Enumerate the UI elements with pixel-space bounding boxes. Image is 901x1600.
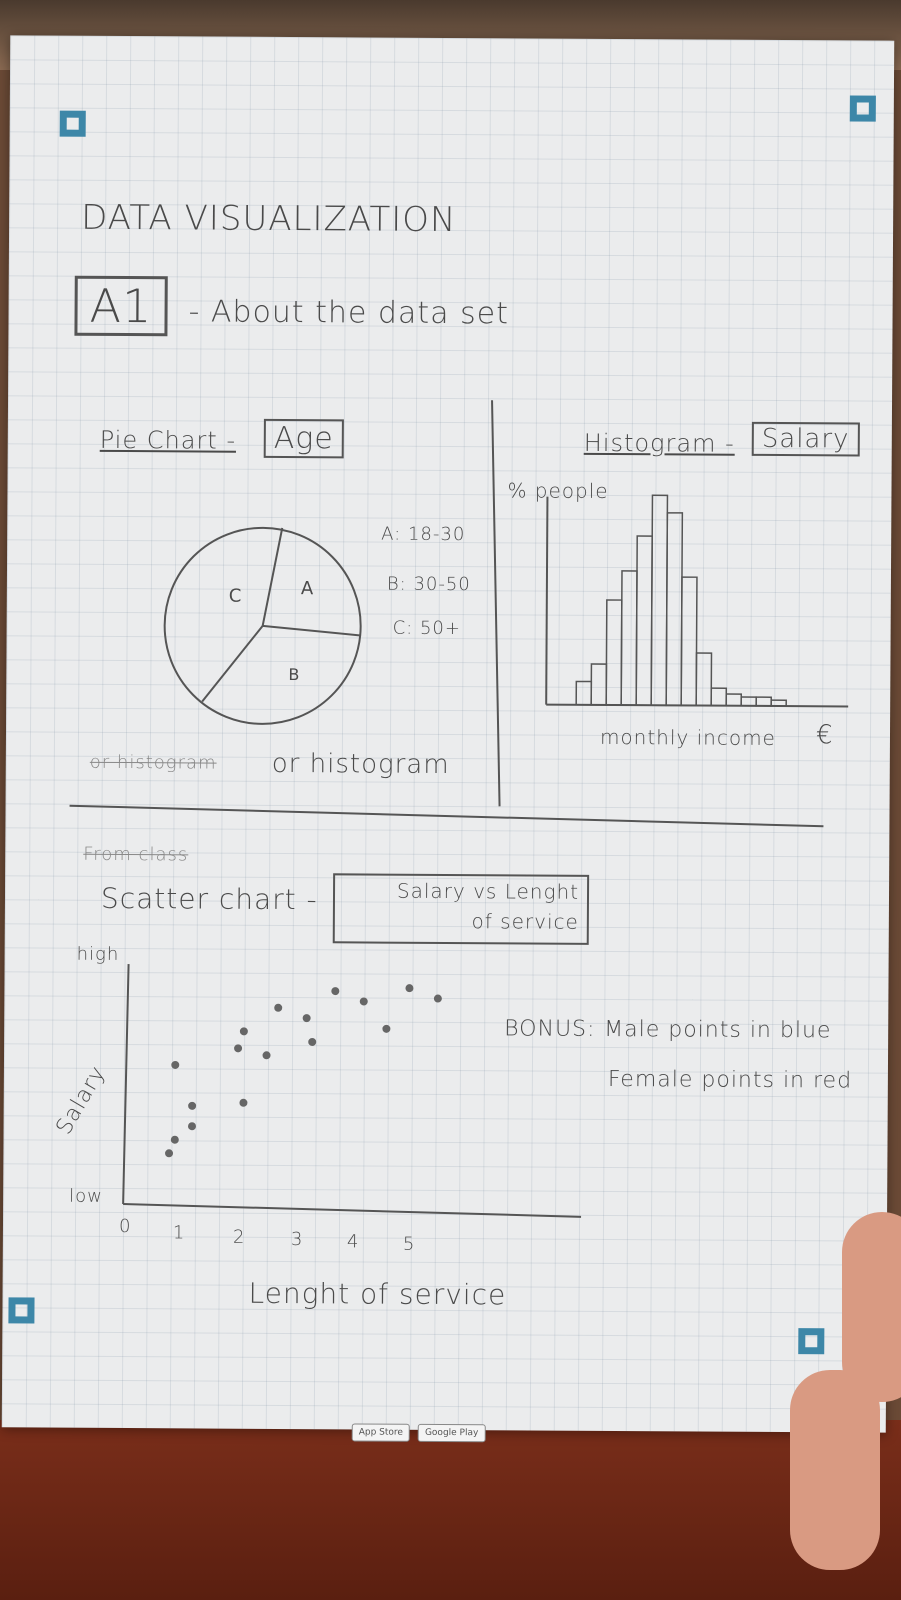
histogram-bar [680, 576, 698, 707]
pie-outline [163, 526, 362, 725]
scatter-point [433, 994, 442, 1003]
histogram-bar [710, 687, 728, 707]
scatter-point [239, 1027, 248, 1036]
store-badges: App Store Google Play [351, 1423, 486, 1443]
app-store-badge[interactable]: App Store [351, 1423, 411, 1442]
scatter-point [405, 984, 414, 993]
histogram-bar [725, 693, 743, 707]
drawings-layer: A B C [69, 400, 849, 1218]
histogram-bar [575, 680, 593, 706]
histogram-bar [740, 696, 757, 707]
google-play-badge[interactable]: Google Play [417, 1423, 486, 1443]
scatter-point [302, 1014, 311, 1023]
pie-slice-label-b: B [288, 665, 299, 684]
scatter-point [239, 1098, 248, 1107]
histogram-bar [590, 663, 608, 706]
histogram-bar [755, 696, 772, 707]
scatter-point [171, 1060, 180, 1069]
finger-right [842, 1212, 901, 1402]
scatter-point [274, 1003, 283, 1012]
scatter-x-axis [123, 1203, 582, 1218]
scatter-point [165, 1149, 174, 1158]
histogram-bar [695, 652, 713, 707]
histogram-y-axis [545, 496, 549, 705]
pie-slice-label-a: A [301, 578, 314, 599]
pie-divider-bc [262, 624, 361, 637]
pie-divider-ca [201, 625, 264, 703]
scatter-point [234, 1044, 243, 1053]
scatter-point [187, 1122, 196, 1131]
pie-chart: A B C [163, 526, 362, 725]
pie-divider-ab [261, 527, 284, 627]
histogram-bar [665, 512, 684, 707]
histogram-bar [770, 699, 787, 707]
notebook-page: DATA VISUALIZATION A1 - About the data s… [1, 35, 895, 1443]
pie-slice-label-c: C [229, 586, 242, 607]
vertical-divider [491, 400, 501, 807]
scatter-point [359, 997, 368, 1006]
scatter-point [188, 1101, 197, 1110]
scatter-y-axis [122, 964, 130, 1205]
scatter-point [308, 1037, 317, 1046]
thumb-bottom-right [790, 1370, 880, 1570]
table-background-bottom [0, 1420, 901, 1600]
horizontal-divider [69, 804, 824, 828]
histogram-bar [650, 494, 669, 707]
histogram-bar [635, 535, 653, 706]
scatter-point [262, 1051, 271, 1060]
histogram-bar [605, 599, 623, 706]
scatter-point [331, 987, 340, 996]
scatter-point [382, 1024, 391, 1033]
histogram-bars [575, 494, 787, 707]
histogram-bar [620, 570, 638, 706]
scatter-points [165, 984, 442, 1158]
scatter-point [170, 1135, 179, 1144]
